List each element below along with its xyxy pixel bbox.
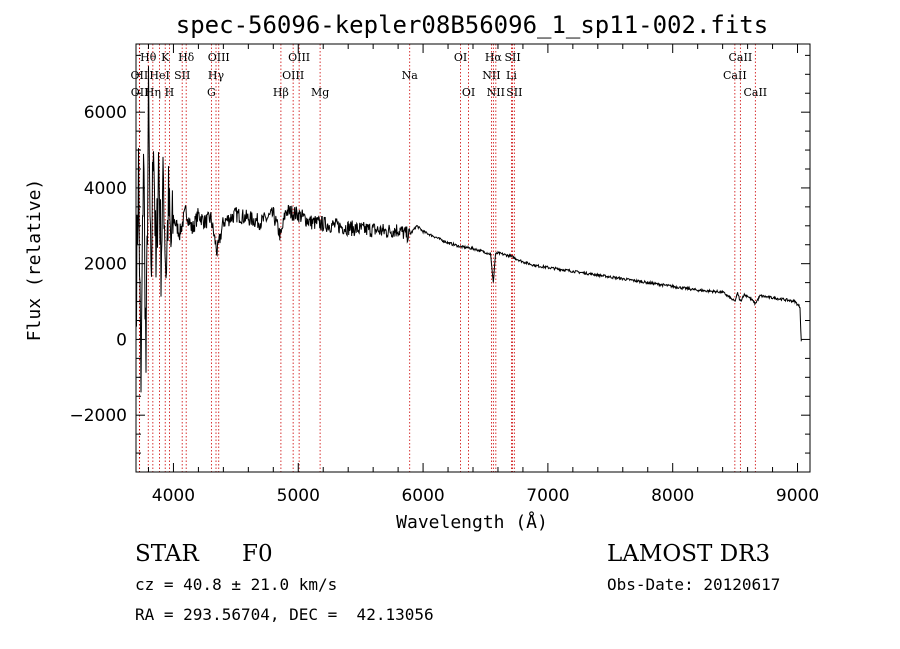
line-label-12: Hβ (273, 86, 289, 99)
line-label-17: OI (454, 51, 467, 64)
line-label-19: NII (482, 69, 500, 82)
chart-title: spec-56096-kepler08B56096_1_sp11-002.fit… (176, 11, 768, 39)
x-tick-5000: 5000 (277, 44, 320, 506)
x-axis-label: Wavelength (Å) (396, 511, 548, 533)
x-tick-8000: 8000 (651, 44, 694, 506)
x-tick-label: 9000 (776, 486, 819, 506)
line-label-10: Hγ (208, 69, 225, 82)
x-tick-label: 7000 (526, 486, 569, 506)
y-tick-6000: 6000 (84, 103, 810, 123)
redshift-cz: cz = 40.8 ± 21.0 km/s (135, 575, 338, 594)
line-label-8: Hδ (178, 51, 195, 64)
line-label-11: G (207, 86, 216, 99)
x-tick-label: 4000 (152, 486, 195, 506)
line-label-0: Hθ (140, 51, 157, 64)
line-label-23: SII (504, 51, 520, 64)
x-tick-7000: 7000 (526, 44, 570, 506)
flux-series-line (135, 66, 802, 393)
line-label-18: OI (462, 86, 475, 99)
line-label-9: OIII (208, 51, 230, 64)
y-axis: −2000 0 2000 4000 6000 (69, 54, 810, 473)
line-label-15: Mg (311, 86, 329, 99)
line-label-13: OIII (282, 69, 304, 82)
line-label-6: H (165, 86, 175, 99)
line-label-26: CaII (729, 51, 753, 64)
line-label-22: Li (506, 69, 517, 82)
y-tick-2000: 2000 (84, 255, 810, 275)
line-label-2: OII (131, 86, 149, 99)
spectral-line-markers (138, 44, 756, 472)
y-tick--2000: −2000 (69, 406, 810, 426)
y-tick-label: 6000 (84, 103, 127, 123)
line-label-1: OII (131, 69, 149, 82)
y-tick-4000: 4000 (84, 179, 810, 199)
line-label-16: Na (402, 69, 419, 82)
line-label-14: OIII (288, 51, 310, 64)
line-label-21: NII (487, 86, 505, 99)
x-tick-9000: 9000 (776, 44, 819, 506)
x-tick-label: 6000 (401, 486, 444, 506)
y-tick-label: 4000 (84, 179, 127, 199)
object-subclass: F0 (242, 541, 273, 567)
y-tick-0: 0 (116, 330, 810, 350)
y-tick-label: −2000 (69, 406, 127, 426)
line-label-27: CaII (743, 86, 767, 99)
y-axis-label: Flux (relative) (24, 179, 45, 342)
y-tick-label: 2000 (84, 255, 127, 275)
line-label-3: Hη (145, 86, 161, 99)
line-label-25: CaII (723, 69, 747, 82)
x-tick-label: 8000 (651, 486, 694, 506)
observation-date: Obs-Date: 20120617 (607, 575, 781, 594)
line-label-7: SII (174, 69, 190, 82)
line-label-24: SII (506, 86, 522, 99)
object-class: STAR (135, 541, 199, 567)
plot-frame (135, 43, 811, 473)
line-label-20: Hα (485, 51, 503, 64)
x-tick-4000: 4000 (152, 44, 195, 506)
y-tick-label: 0 (116, 330, 127, 350)
line-label-5: K (161, 51, 170, 64)
sky-coordinates: RA = 293.56704, DEC = 42.13056 (135, 605, 434, 624)
line-label-4: HeI (149, 69, 169, 82)
x-tick-6000: 6000 (401, 44, 445, 506)
survey-name: LAMOST DR3 (607, 541, 771, 567)
x-axis: 4000 5000 6000 7000 8000 9000 (147, 44, 819, 506)
x-tick-label: 5000 (277, 486, 320, 506)
